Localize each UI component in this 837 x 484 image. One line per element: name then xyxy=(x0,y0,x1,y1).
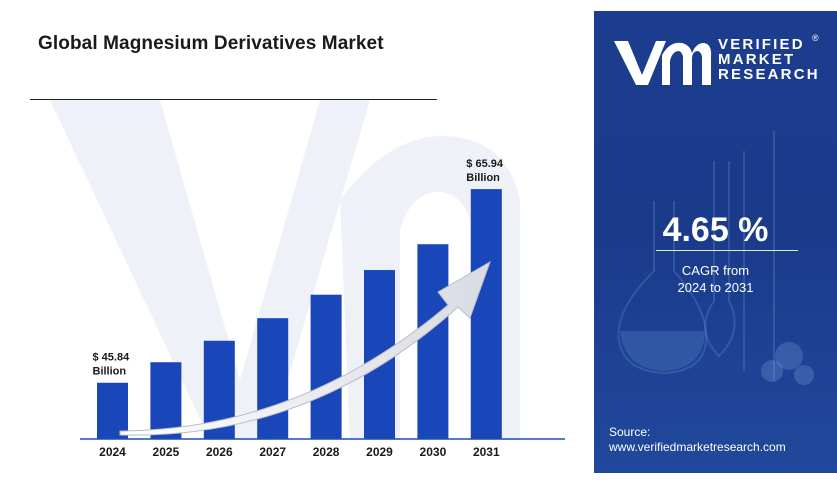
bar-2025 xyxy=(150,362,182,439)
x-tick-label-2024: 2024 xyxy=(99,445,126,459)
x-tick-label-2030: 2030 xyxy=(420,445,447,459)
cagr-label-line-1: CAGR from xyxy=(681,263,750,278)
bar-2027 xyxy=(257,318,289,439)
source-credit: Source: www.verifiedmarketresearch.com xyxy=(609,425,786,455)
source-label: Source: xyxy=(609,425,651,439)
x-tick-label-2029: 2029 xyxy=(366,445,393,459)
x-tick-label-2026: 2026 xyxy=(206,445,233,459)
bar-chart: 2024 2025 2026 2027 2028 2029 2030 2031 $ 45.84… xyxy=(80,158,565,459)
brand-line-verified: VERIFIED xyxy=(718,36,805,53)
x-tick-labels: 2024 2025 2026 2027 2028 2029 2030 2031 xyxy=(99,445,500,459)
bar-2024 xyxy=(97,382,128,439)
source-url: www.verifiedmarketresearch.com xyxy=(609,440,786,454)
registered-mark: ® xyxy=(812,33,819,43)
annotation-2031-line-1: $ 65.94 xyxy=(466,158,504,170)
cagr-divider xyxy=(656,250,798,251)
cagr-value: 4.65 % xyxy=(662,211,769,249)
cagr-label: CAGR from 2024 to 2031 xyxy=(594,262,837,296)
bar-2031 xyxy=(470,189,502,439)
brand-line-market: MARKET xyxy=(718,51,796,68)
vmr-logo-mark xyxy=(614,41,712,85)
annotation-2024-line-1: $ 45.84 xyxy=(93,352,131,364)
side-panel: VERIFIED MARKET RESEARCH ® 4.65 % CAGR f… xyxy=(594,11,837,473)
lab-glassware-illustration xyxy=(617,131,814,385)
x-tick-label-2028: 2028 xyxy=(313,445,340,459)
bar-2028 xyxy=(310,294,342,439)
annotation-2024-line-2: Billion xyxy=(93,366,127,378)
x-tick-label-2031: 2031 xyxy=(473,445,500,459)
bar-2030 xyxy=(417,244,449,439)
x-tick-label-2027: 2027 xyxy=(259,445,286,459)
value-annotations: $ 45.84 Billion $ 65.94 Billion xyxy=(93,158,504,378)
annotation-2031-line-2: Billion xyxy=(466,172,500,184)
brand-line-research: RESEARCH xyxy=(718,66,820,83)
chart-title: Global Magnesium Derivatives Market xyxy=(38,33,384,54)
growth-arrow xyxy=(119,260,491,436)
brand-name: VERIFIED MARKET RESEARCH xyxy=(718,37,820,82)
title-divider xyxy=(30,99,437,100)
bar-series xyxy=(97,189,502,439)
cagr-label-line-2: 2024 to 2031 xyxy=(677,280,754,295)
x-tick-label-2025: 2025 xyxy=(153,445,180,459)
